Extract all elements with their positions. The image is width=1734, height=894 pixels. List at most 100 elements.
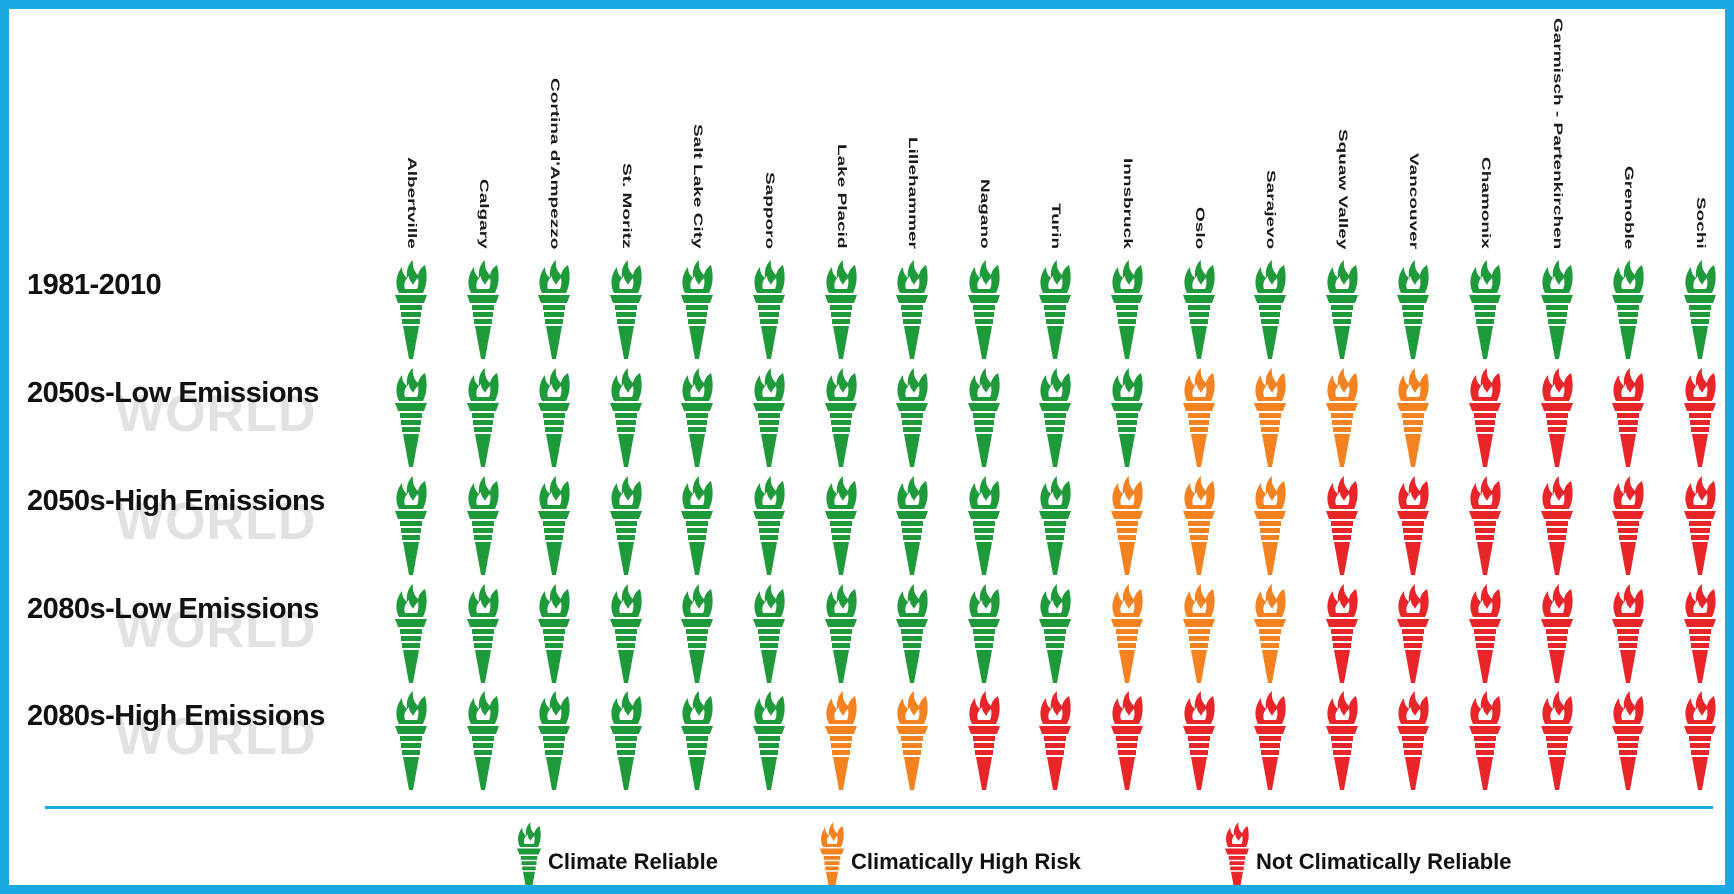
- olympic-torch-icon: [463, 690, 503, 790]
- olympic-torch-icon: [1680, 583, 1720, 683]
- olympic-torch-icon: [677, 690, 717, 790]
- olympic-torch-icon: [1035, 475, 1075, 575]
- olympic-torch-icon: [534, 690, 574, 790]
- watermark-text: WORLD: [115, 385, 317, 443]
- olympic-torch-icon: [1465, 690, 1505, 790]
- scenario-label: 2080s-Low Emissions: [27, 593, 319, 625]
- city-label: Calgary: [476, 179, 490, 249]
- olympic-torch-icon: [1035, 259, 1075, 359]
- olympic-torch-icon: [1179, 367, 1219, 467]
- city-label: St. Moritz: [619, 163, 633, 249]
- scenario-label: 2080s-High Emissions: [27, 700, 325, 732]
- olympic-torch-icon: [1107, 475, 1147, 575]
- city-label: Chamonix: [1478, 157, 1492, 249]
- city-label: Nagano: [977, 179, 991, 249]
- olympic-torch-icon: [1107, 259, 1147, 359]
- olympic-torch-icon: [677, 367, 717, 467]
- olympic-torch-icon: [1537, 583, 1577, 683]
- city-label: Innsbruck: [1120, 158, 1134, 249]
- scenario-label: 1981-2010: [27, 269, 162, 301]
- scenario-label: 2050s-High Emissions: [27, 485, 325, 517]
- olympic-torch-icon: [892, 690, 932, 790]
- city-label: Sarajevo: [1263, 170, 1278, 250]
- city-label: Vancouver: [1407, 153, 1421, 250]
- olympic-torch-icon: [1393, 367, 1433, 467]
- legend-label: Not Climatically Reliable: [1256, 849, 1512, 874]
- olympic-torch-icon: [1179, 690, 1219, 790]
- olympic-torch-icon: [1035, 583, 1075, 683]
- olympic-torch-icon: [821, 583, 861, 683]
- olympic-torch-icon: [391, 690, 431, 790]
- olympic-torch-icon: [1179, 583, 1219, 683]
- olympic-torch-icon: [892, 367, 932, 467]
- watermark-text: WORLD: [115, 493, 317, 551]
- olympic-torch-icon: [606, 475, 646, 575]
- olympic-torch-icon: [1608, 475, 1648, 575]
- olympic-torch-icon: [964, 475, 1004, 575]
- city-label: Turin: [1049, 203, 1063, 250]
- city-label: Squaw Valley: [1335, 129, 1349, 250]
- olympic-torch-icon: [1680, 259, 1720, 359]
- legend-label: Climate Reliable: [548, 849, 718, 874]
- olympic-torch-icon: [1322, 259, 1362, 359]
- scenario-label: 2050s-Low Emissions: [27, 377, 319, 409]
- olympic-torch-icon: [391, 475, 431, 575]
- olympic-torch-icon: [1393, 690, 1433, 790]
- olympic-torch-icon: [749, 475, 789, 575]
- olympic-torch-icon: [821, 367, 861, 467]
- olympic-torch-icon: [1608, 259, 1648, 359]
- olympic-torch-icon: [1608, 583, 1648, 683]
- legend-divider: [45, 806, 1713, 809]
- olympic-torch-icon: [1393, 259, 1433, 359]
- olympic-torch-icon: [964, 367, 1004, 467]
- olympic-torch-icon: [821, 690, 861, 790]
- olympic-torch-icon: [1393, 583, 1433, 683]
- olympic-torch-icon: [534, 259, 574, 359]
- olympic-torch-icon: [1250, 367, 1290, 467]
- olympic-torch-icon: [1537, 367, 1577, 467]
- watermark-text: WORLD: [115, 708, 317, 766]
- city-label: Cortina d'Ampezzo: [547, 78, 562, 250]
- city-label: Oslo: [1192, 207, 1206, 250]
- olympic-torch-icon: [892, 259, 932, 359]
- olympic-torch-icon: [892, 475, 932, 575]
- olympic-torch-icon: [1250, 583, 1290, 683]
- olympic-torch-icon: [964, 690, 1004, 790]
- olympic-torch-icon: [749, 259, 789, 359]
- olympic-torch-icon: [892, 583, 932, 683]
- olympic-torch-icon: [1107, 367, 1147, 467]
- olympic-torch-icon: [1465, 259, 1505, 359]
- olympic-torch-icon: [677, 259, 717, 359]
- olympic-torch-icon: [1680, 367, 1720, 467]
- city-label: Grenoble: [1621, 166, 1636, 250]
- city-label: Garmisch - Partenkirchen: [1550, 18, 1564, 250]
- city-label: Albertville: [404, 157, 418, 249]
- city-label: Salt Lake City: [691, 124, 705, 249]
- olympic-torch-icon: [1465, 583, 1505, 683]
- olympic-torch-icon: [1107, 583, 1147, 683]
- olympic-torch-icon: [1035, 690, 1075, 790]
- watermark-text: WORLD: [115, 601, 317, 659]
- olympic-torch-icon: [463, 583, 503, 683]
- olympic-torch-icon: [606, 583, 646, 683]
- olympic-torch-icon: [1322, 583, 1362, 683]
- olympic-torch-icon: [463, 475, 503, 575]
- olympic-torch-icon: [606, 690, 646, 790]
- olympic-torch-icon: [1322, 367, 1362, 467]
- olympic-torch-icon: [1680, 475, 1720, 575]
- olympic-torch-icon: [1465, 475, 1505, 575]
- olympic-torch-icon: [391, 583, 431, 683]
- olympic-torch-icon: [1222, 821, 1252, 885]
- olympic-torch-icon: [749, 367, 789, 467]
- olympic-torch-icon: [1250, 690, 1290, 790]
- olympic-torch-icon: [821, 475, 861, 575]
- olympic-torch-icon: [534, 367, 574, 467]
- city-label: Sapporo: [762, 172, 776, 250]
- olympic-torch-icon: [1537, 259, 1577, 359]
- olympic-torch-icon: [1680, 690, 1720, 790]
- olympic-torch-icon: [534, 583, 574, 683]
- olympic-torch-icon: [821, 259, 861, 359]
- olympic-torch-icon: [1035, 367, 1075, 467]
- olympic-torch-icon: [1107, 690, 1147, 790]
